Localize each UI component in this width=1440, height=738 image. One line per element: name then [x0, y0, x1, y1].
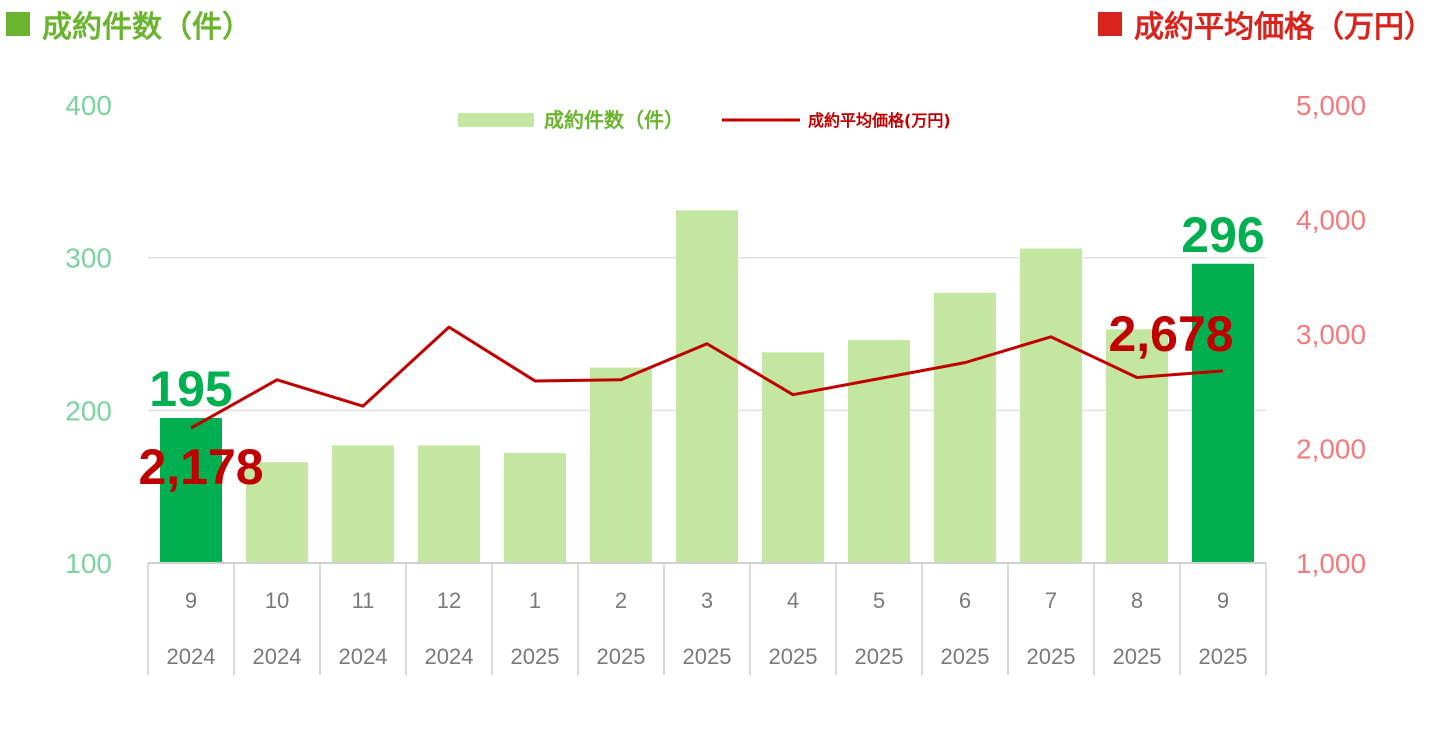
right-tick-label: 3,000	[1296, 319, 1366, 350]
bar-series	[160, 210, 1254, 564]
month-label: 11	[352, 588, 375, 613]
bar	[504, 453, 566, 563]
left-axis-header: 成約件数（件）	[6, 2, 252, 46]
price-line	[190, 325, 1224, 430]
month-label: 5	[873, 588, 885, 613]
year-label: 2025	[511, 644, 560, 669]
month-label: 8	[1131, 588, 1143, 613]
year-label: 2024	[167, 644, 216, 669]
red-square-icon	[1098, 12, 1122, 36]
month-label: 10	[265, 588, 289, 613]
data-labels: 195 296 2,178 2,678	[138, 207, 1264, 495]
legend-bar-label: 成約件数（件）	[544, 108, 684, 132]
left-tick-label: 400	[65, 90, 112, 121]
bar	[418, 445, 480, 563]
right-tick-label: 1,000	[1296, 548, 1366, 579]
bar	[1106, 329, 1168, 563]
bar	[934, 292, 996, 563]
month-label: 4	[787, 588, 799, 613]
bar	[590, 367, 652, 563]
month-label: 1	[529, 588, 541, 613]
month-label: 2	[615, 588, 627, 613]
year-label: 2025	[769, 644, 818, 669]
year-label: 2025	[941, 644, 990, 669]
line-series	[190, 325, 1224, 430]
year-label: 2025	[1199, 644, 1248, 669]
bar	[1020, 248, 1082, 564]
year-label: 2025	[683, 644, 732, 669]
bar	[1192, 263, 1254, 563]
month-label: 9	[1217, 588, 1229, 613]
line-data-label-first: 2,178	[138, 439, 263, 495]
year-label: 2025	[597, 644, 646, 669]
right-tick-label: 2,000	[1296, 434, 1366, 465]
year-label: 2024	[339, 644, 388, 669]
year-label: 2024	[425, 644, 474, 669]
left-tick-label: 200	[65, 395, 112, 426]
left-tick-label: 300	[65, 243, 112, 274]
right-tick-label: 5,000	[1296, 90, 1366, 121]
bar	[246, 462, 308, 563]
year-label: 2024	[253, 644, 302, 669]
month-label: 12	[437, 588, 461, 613]
bar-data-label-last: 296	[1181, 207, 1264, 263]
left-tick-label: 100	[65, 548, 112, 579]
axes: 100 200 300 400 1,000 2,000 3,000 4,000 5,000 9 20…	[65, 90, 1366, 675]
right-axis-header: 成約平均価格（万円）	[1098, 2, 1434, 46]
month-label: 7	[1045, 588, 1057, 613]
bar-data-label-first: 195	[149, 361, 232, 417]
line-data-label-last: 2,678	[1108, 306, 1233, 362]
month-label: 3	[701, 588, 713, 613]
bar	[160, 417, 222, 563]
month-label: 9	[185, 588, 197, 613]
bar	[332, 445, 394, 563]
legend: 成約件数（件） 成約平均価格(万円)	[458, 108, 951, 132]
month-label: 6	[959, 588, 971, 613]
left-axis-title: 成約件数（件）	[42, 10, 252, 45]
legend-bar-swatch	[458, 113, 534, 127]
bar	[762, 352, 824, 563]
bar	[676, 210, 738, 563]
legend-line-label: 成約平均価格(万円)	[808, 111, 951, 130]
green-square-icon	[6, 12, 30, 36]
year-label: 2025	[1113, 644, 1162, 669]
year-label: 2025	[855, 644, 904, 669]
year-label: 2025	[1027, 644, 1076, 669]
right-tick-label: 4,000	[1296, 205, 1366, 236]
right-axis-title: 成約平均価格（万円）	[1134, 10, 1434, 45]
